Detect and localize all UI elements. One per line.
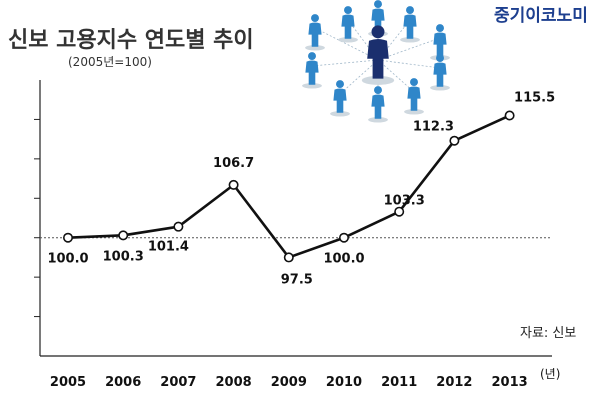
- x-axis-unit: (년): [540, 367, 560, 381]
- person-figure-icon: [368, 86, 388, 123]
- data-label: 100.0: [47, 252, 88, 267]
- person-figure-icon: [430, 54, 450, 91]
- data-point: [173, 221, 184, 232]
- x-tick-labels: 2005 2006 2007 2008 2009 2010 2011 2012 2013: [50, 375, 528, 390]
- chart-subtitle: (2005년=100): [68, 55, 152, 69]
- data-point: [394, 206, 405, 217]
- x-tick-label: 2011: [381, 375, 417, 390]
- chart-title: 신보 고용지수 연도별 추이: [8, 28, 254, 53]
- data-points: [62, 110, 515, 263]
- person-figure-icon: [330, 80, 350, 117]
- x-tick-label: 2010: [326, 375, 362, 390]
- x-tick-label: 2013: [492, 375, 528, 390]
- person-figure-icon: [361, 25, 395, 85]
- data-labels: 100.0 100.3 101.4 106.7 97.5 100.0 103.3 112.3 1…: [47, 90, 555, 287]
- data-label: 112.3: [413, 120, 454, 135]
- data-point: [338, 232, 349, 243]
- x-tick-label: 2012: [436, 375, 472, 390]
- source-note: 자료: 신보: [520, 326, 576, 341]
- data-point: [449, 135, 460, 146]
- data-label: 115.5: [514, 90, 555, 105]
- data-point: [118, 230, 129, 241]
- x-tick-label: 2009: [271, 375, 307, 390]
- data-point: [62, 232, 73, 243]
- person-figure-icon: [302, 52, 322, 89]
- person-figure-icon: [404, 78, 424, 115]
- x-tick-label: 2008: [216, 375, 252, 390]
- data-label: 106.7: [213, 156, 254, 171]
- data-label: 97.5: [281, 272, 313, 287]
- data-label: 103.3: [384, 194, 425, 209]
- person-figure-icon: [338, 6, 358, 43]
- data-label: 100.3: [103, 249, 144, 264]
- y-axis-ticks: [34, 118, 40, 318]
- data-label: 100.0: [323, 252, 364, 267]
- data-label: 101.4: [148, 240, 189, 255]
- data-point: [283, 252, 294, 263]
- x-tick-label: 2005: [50, 375, 86, 390]
- brand-logo: 중기이코노미: [494, 6, 588, 26]
- person-figure-icon: [305, 14, 325, 51]
- person-figure-icon: [400, 6, 420, 43]
- series-line: [67, 114, 511, 259]
- people-network-illustration: [302, 0, 450, 123]
- x-tick-label: 2007: [160, 375, 196, 390]
- x-tick-label: 2006: [105, 375, 141, 390]
- data-point: [228, 179, 239, 190]
- data-point: [504, 110, 515, 121]
- series-line-group: [67, 114, 511, 259]
